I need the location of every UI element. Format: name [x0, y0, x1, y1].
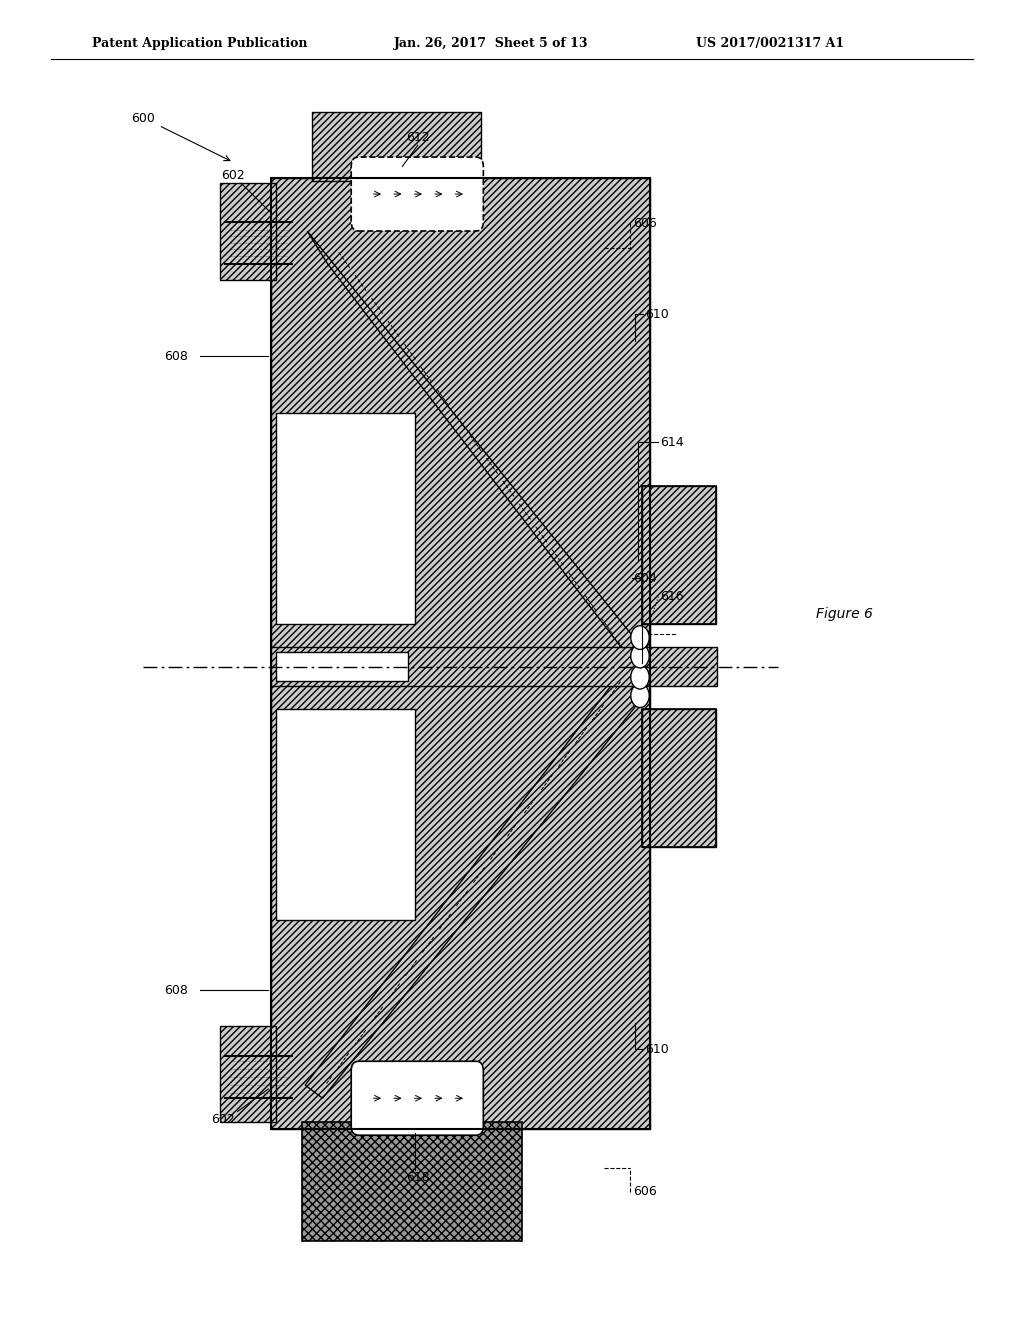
Circle shape	[631, 684, 649, 708]
Bar	[276, 652, 408, 681]
Bar	[312, 112, 481, 181]
Bar	[642, 709, 716, 847]
Bar	[642, 709, 716, 847]
Text: 610: 610	[645, 1043, 669, 1056]
Text: 618: 618	[406, 1171, 430, 1184]
Circle shape	[631, 626, 649, 649]
Bar	[302, 1122, 522, 1241]
FancyBboxPatch shape	[351, 1061, 483, 1135]
Bar	[271, 667, 650, 1129]
Circle shape	[631, 644, 649, 668]
Text: 612: 612	[406, 131, 430, 144]
Bar	[276, 413, 415, 624]
Text: 610: 610	[645, 308, 669, 321]
Text: 606: 606	[633, 1185, 656, 1199]
Bar	[220, 183, 276, 280]
Bar	[642, 486, 716, 624]
Text: Patent Application Publication: Patent Application Publication	[92, 37, 307, 50]
Circle shape	[631, 665, 649, 689]
Text: 608: 608	[164, 350, 188, 363]
Text: Jan. 26, 2017  Sheet 5 of 13: Jan. 26, 2017 Sheet 5 of 13	[394, 37, 589, 50]
Text: US 2017/0021317 A1: US 2017/0021317 A1	[696, 37, 845, 50]
Text: 602: 602	[211, 1113, 236, 1126]
Bar	[642, 486, 716, 624]
Text: Figure 6: Figure 6	[816, 607, 873, 620]
Text: 606: 606	[633, 216, 656, 230]
Text: 608: 608	[164, 983, 188, 997]
Bar	[220, 1026, 276, 1122]
Text: 614: 614	[660, 436, 684, 449]
Bar	[276, 709, 415, 920]
Text: 602: 602	[221, 169, 246, 182]
Text: 616: 616	[660, 590, 684, 603]
Bar	[271, 647, 717, 686]
FancyBboxPatch shape	[351, 157, 483, 231]
Bar	[271, 178, 650, 667]
Polygon shape	[307, 231, 643, 676]
Bar	[271, 178, 650, 1129]
Text: 604: 604	[633, 572, 656, 585]
Polygon shape	[305, 657, 643, 1098]
Text: 600: 600	[131, 112, 156, 125]
